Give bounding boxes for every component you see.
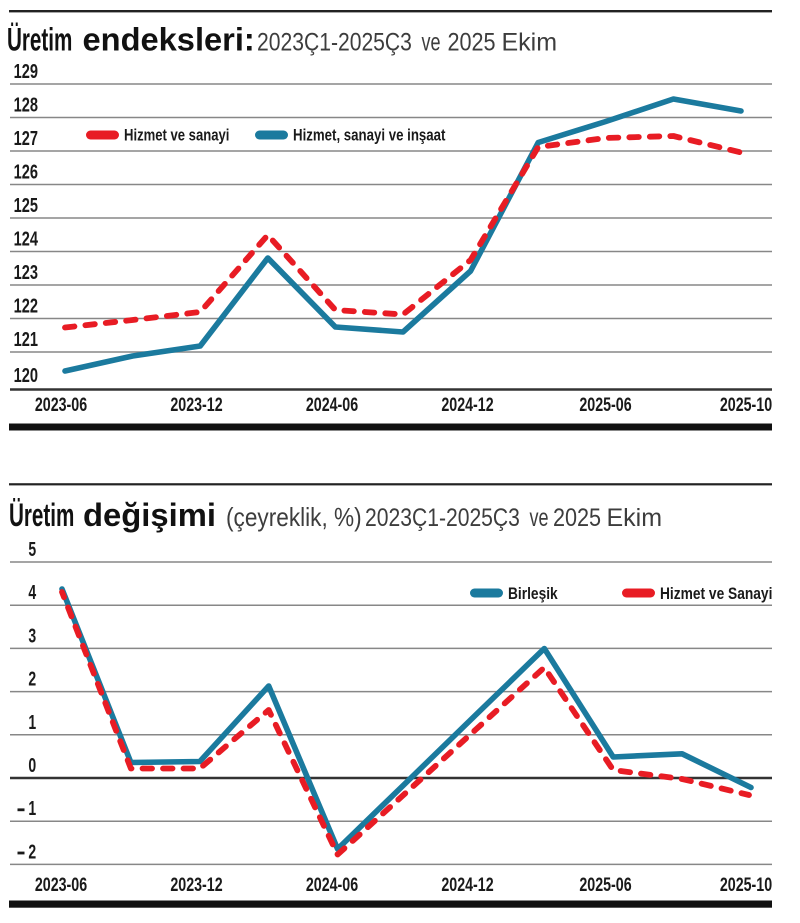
svg-text:Üretim: Üretim (7, 22, 72, 58)
svg-text:122: 122 (14, 294, 39, 317)
svg-text:Hizmet ve Sanayi: Hizmet ve Sanayi (660, 585, 772, 604)
svg-text:125: 125 (14, 194, 39, 217)
svg-text:(çeyreklik, %): (çeyreklik, %) (226, 504, 362, 533)
svg-text:2024-12: 2024-12 (441, 394, 493, 415)
svg-text:3: 3 (28, 624, 36, 647)
svg-text:Hizmet ve sanayi: Hizmet ve sanayi (124, 126, 229, 145)
svg-text:Birleşik: Birleşik (508, 585, 558, 604)
svg-text:1: 1 (28, 710, 36, 733)
svg-text:2023Ç1-2025Ç3: 2023Ç1-2025Ç3 (365, 503, 520, 531)
svg-text:124: 124 (14, 227, 39, 250)
svg-text:2025-10: 2025-10 (720, 394, 772, 415)
svg-text:2025: 2025 (553, 504, 601, 532)
svg-text:2025-10: 2025-10 (720, 874, 772, 895)
svg-text:1: 1 (28, 797, 36, 820)
svg-text:Ekim: Ekim (502, 29, 558, 57)
svg-text:4: 4 (28, 581, 36, 604)
svg-text:Üretim: Üretim (9, 497, 74, 533)
svg-text:128: 128 (14, 93, 39, 116)
svg-text:endeksleri:: endeksleri: (83, 22, 255, 58)
svg-text:ve: ve (422, 28, 441, 57)
svg-text:2024-12: 2024-12 (441, 874, 493, 895)
svg-text:2025-06: 2025-06 (579, 394, 631, 415)
svg-text:2024-06: 2024-06 (306, 874, 358, 895)
svg-text:2023-12: 2023-12 (170, 394, 222, 415)
svg-text:Hizmet, sanayi ve inşaat: Hizmet, sanayi ve inşaat (293, 126, 445, 145)
svg-text:2023-12: 2023-12 (170, 874, 222, 895)
svg-text:2025-06: 2025-06 (579, 874, 631, 895)
svg-text:değişimi: değişimi (83, 497, 216, 533)
svg-text:2023Ç1-2025Ç3: 2023Ç1-2025Ç3 (257, 28, 412, 56)
svg-text:126: 126 (14, 160, 39, 183)
svg-text:ve: ve (530, 503, 549, 532)
svg-text:2023-06: 2023-06 (35, 874, 87, 895)
svg-text:2024-06: 2024-06 (306, 394, 358, 415)
svg-text:123: 123 (14, 261, 39, 284)
svg-text:127: 127 (14, 127, 38, 150)
svg-text:5: 5 (28, 537, 36, 560)
svg-text:Ekim: Ekim (607, 504, 663, 532)
svg-text:2: 2 (28, 840, 36, 863)
svg-text:2023-06: 2023-06 (35, 394, 87, 415)
svg-text:2: 2 (28, 667, 36, 690)
svg-text:129: 129 (14, 60, 39, 83)
svg-text:2025: 2025 (448, 28, 496, 56)
svg-text:121: 121 (14, 328, 39, 351)
svg-text:120: 120 (14, 364, 39, 387)
svg-text:0: 0 (28, 753, 36, 776)
